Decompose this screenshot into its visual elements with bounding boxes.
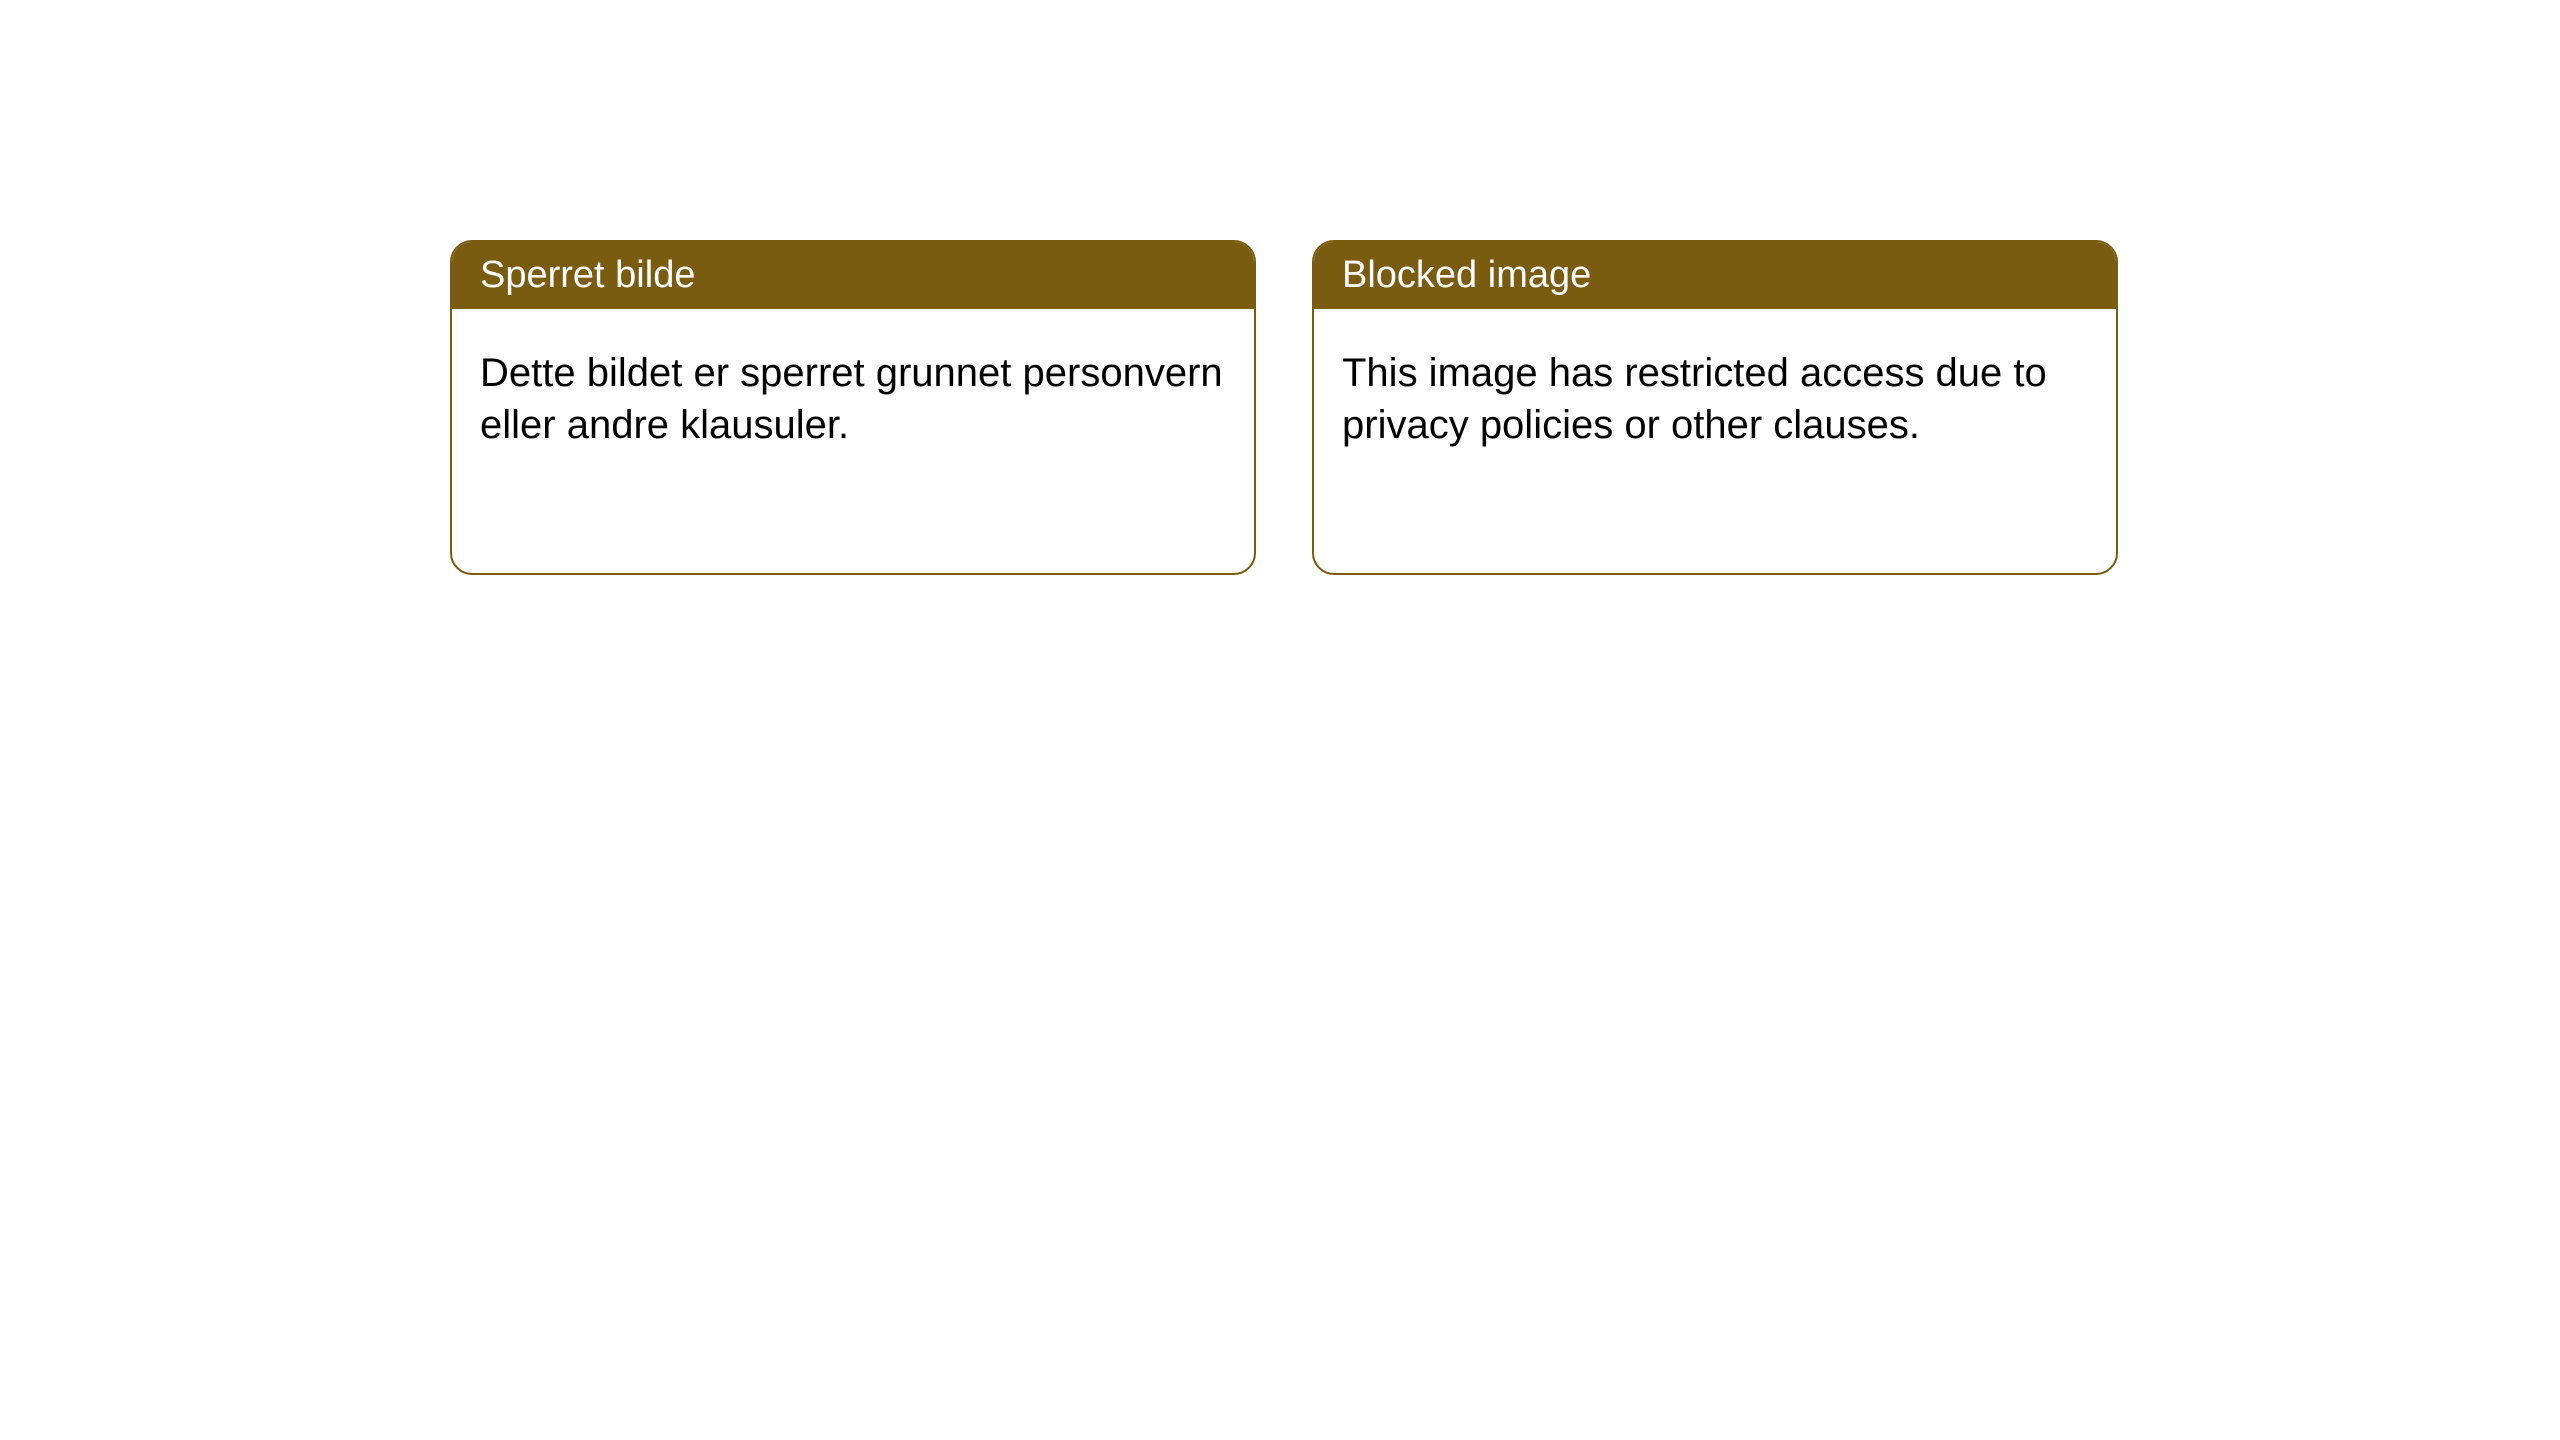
card-title-norwegian: Sperret bilde bbox=[480, 254, 695, 296]
blocked-image-card-norwegian: Sperret bilde Dette bildet er sperret gr… bbox=[450, 240, 1256, 575]
card-message-english: This image has restricted access due to … bbox=[1342, 351, 2047, 447]
card-body-english: This image has restricted access due to … bbox=[1314, 309, 2116, 479]
card-message-norwegian: Dette bildet er sperret grunnet personve… bbox=[480, 351, 1223, 447]
notice-cards-container: Sperret bilde Dette bildet er sperret gr… bbox=[0, 0, 2560, 575]
card-body-norwegian: Dette bildet er sperret grunnet personve… bbox=[452, 309, 1254, 479]
card-header-english: Blocked image bbox=[1314, 242, 2116, 309]
blocked-image-card-english: Blocked image This image has restricted … bbox=[1312, 240, 2118, 575]
card-title-english: Blocked image bbox=[1342, 254, 1591, 296]
card-header-norwegian: Sperret bilde bbox=[452, 242, 1254, 309]
